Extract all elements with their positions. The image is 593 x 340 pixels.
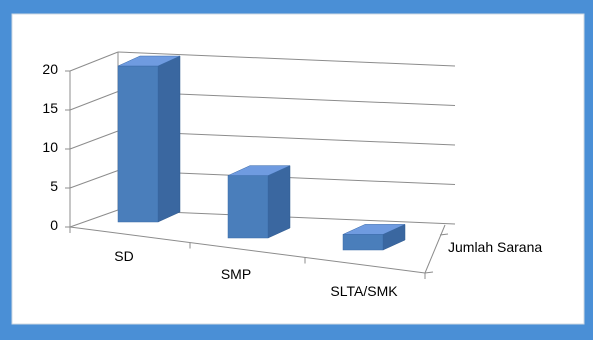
bars [117, 55, 406, 251]
axes: 0 5 10 15 20 SD SMP SLTA/SMK Jumlah Sara… [42, 52, 542, 299]
depth-tick-mark-0 [424, 271, 434, 274]
chart-area [11, 13, 585, 325]
side-gridline-4 [69, 51, 119, 72]
bar-smp [227, 165, 291, 239]
x-category-label-0: SD [114, 248, 133, 264]
x-category-label-1: SMP [221, 266, 251, 282]
side-gridline-1 [69, 170, 119, 189]
x-category-label-2: SLTA/SMK [330, 283, 398, 299]
bar-front-face [227, 175, 269, 239]
depth-tick-mark-1 [439, 233, 449, 236]
bar-slta-smk [342, 224, 406, 251]
bar-side-face [157, 55, 181, 223]
side-gridline-3 [69, 91, 119, 111]
bar-side-face [267, 165, 291, 239]
bar-top-face [227, 165, 291, 176]
bar-top-face [117, 55, 181, 67]
y-tick-label-1: 5 [50, 178, 58, 194]
series-axis-label: Jumlah Sarana [448, 239, 542, 255]
bar-front-face [117, 65, 159, 223]
y-tick-label-2: 10 [42, 139, 58, 155]
side-gridline-2 [69, 130, 119, 150]
back-gridline-4 [117, 51, 456, 67]
bar-front-face [342, 234, 384, 251]
y-tick-label-4: 20 [42, 61, 58, 77]
bar-sd [117, 55, 181, 223]
x-axis-line [69, 226, 426, 274]
depth-axis-line [424, 224, 446, 274]
side-gridline-0 [69, 209, 119, 228]
bar-top-face [342, 224, 406, 235]
y-tick-label-0: 0 [50, 217, 58, 233]
y-tick-label-3: 15 [42, 100, 58, 116]
